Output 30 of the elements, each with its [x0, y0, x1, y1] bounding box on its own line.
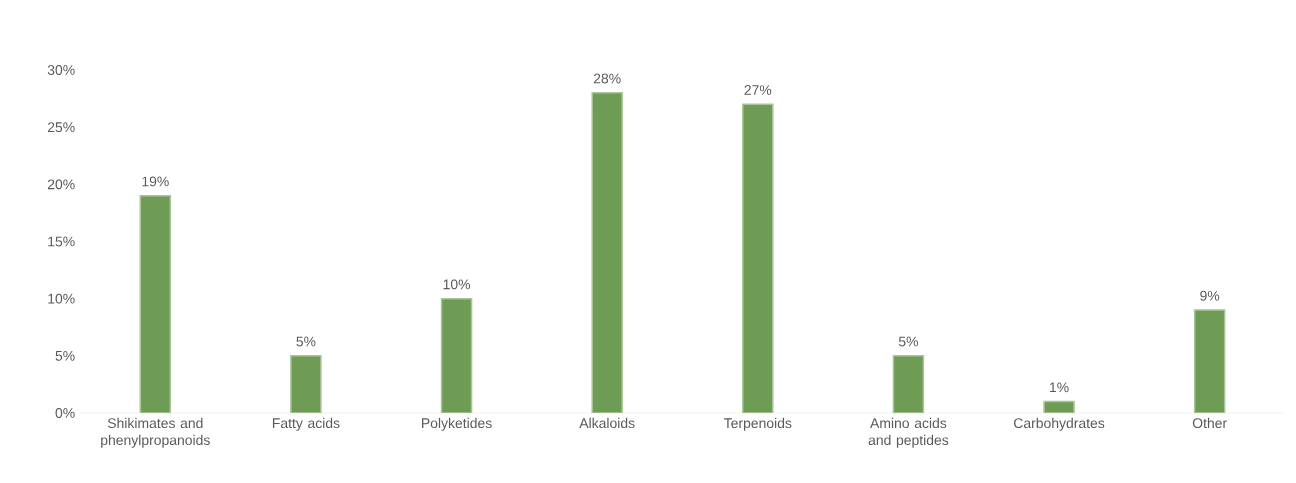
x-tick-label: Terpenoids	[723, 417, 792, 431]
x-tick-label: Amino acids and peptides	[868, 417, 949, 448]
data-label: 5%	[296, 336, 316, 347]
bar	[892, 355, 925, 413]
data-label: 28%	[593, 73, 621, 84]
y-tick-label: 15%	[48, 236, 75, 247]
y-tick-label: 30%	[47, 65, 75, 75]
bar	[591, 92, 623, 413]
data-label: 27%	[744, 85, 772, 95]
x-tick-label: Fatty acids	[272, 417, 340, 431]
x-tick-label: Polyketides	[422, 417, 492, 431]
y-tick-label: 5%	[55, 350, 75, 361]
x-tick-label: Shikimates and phenylpropanoids	[101, 417, 210, 448]
x-tick-label: Carbohydrates	[1014, 417, 1105, 431]
y-tick-label: 25%	[47, 122, 75, 133]
x-tick-label: Alkaloids	[579, 417, 635, 429]
data-label: 9%	[1200, 290, 1220, 301]
x-tick-label: Other	[1192, 417, 1227, 429]
bar	[742, 103, 774, 413]
y-tick-label: 10%	[48, 293, 75, 304]
data-label: 19%	[142, 176, 169, 187]
bar	[440, 297, 473, 413]
bar	[139, 195, 172, 413]
data-label: 10%	[443, 279, 471, 290]
y-tick-label: 20%	[47, 179, 75, 190]
data-label: 1%	[1050, 382, 1069, 393]
data-label: 5%	[898, 336, 918, 347]
bar	[290, 355, 322, 413]
bar	[1193, 309, 1226, 413]
y-tick-label: 0%	[55, 408, 75, 418]
